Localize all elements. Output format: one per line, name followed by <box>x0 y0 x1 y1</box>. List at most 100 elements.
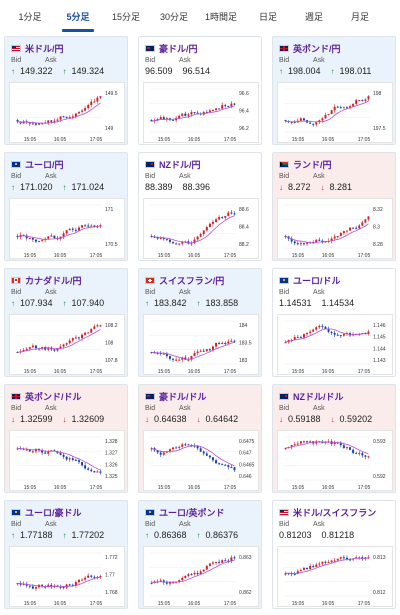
ask-price: ↓ 0.59202 <box>331 414 378 424</box>
rate-card[interactable]: 英ポンド/ドル Bid Ask ↓ 1.32599 ↓ 1.32609 1.328 1.327 1… <box>4 384 128 493</box>
candle-body <box>202 230 205 235</box>
candle-body <box>172 582 175 584</box>
currency-pair-label[interactable]: スイスフラン/円 <box>159 275 225 286</box>
rate-card[interactable]: ユーロ/豪ドル Bid Ask ↑ 1.77188 ↑ 1.77202 1.772 1.77 1.… <box>4 500 128 609</box>
tab-1[interactable]: 5分足 <box>56 0 100 34</box>
arrow-up-icon: ↑ <box>11 67 15 76</box>
rate-card[interactable]: NZドル/ドル Bid Ask ↓ 0.59188 ↓ 0.59202 0.593 0.592 1… <box>272 384 396 493</box>
ask-label: Ask <box>45 173 57 180</box>
rate-card[interactable]: ユーロ/円 Bid Ask ↑ 171.020 ↑ 171.024 171 170.5 15:05… <box>4 152 128 261</box>
y-tick-label: 0.593 <box>373 439 386 445</box>
bid-value: 1.77188 <box>20 530 53 540</box>
ask-value: 88.396 <box>182 182 211 192</box>
candle-body <box>299 243 302 245</box>
candle-body <box>230 212 233 214</box>
arrow-down-icon: ↓ <box>145 415 149 424</box>
candle-body <box>302 568 305 571</box>
candlestick-chart: 0.863 0.862 15:05 16:05 17:05 <box>150 552 252 607</box>
rate-card[interactable]: 豪ドル/ドル Bid Ask ↓ 0.64638 ↓ 0.64642 0.6475 0.647 0… <box>138 384 262 493</box>
candle-body <box>34 587 37 589</box>
bid-ask-prices: 1.14531 1.14534 <box>279 298 364 308</box>
x-tick-label: 16:05 <box>322 253 335 259</box>
candle-body <box>99 576 102 578</box>
currency-pair-label[interactable]: ランド/円 <box>293 159 332 170</box>
tab-4[interactable]: 1時間足 <box>204 12 237 22</box>
candle-body <box>367 216 370 220</box>
candle-body <box>196 112 199 114</box>
y-tick-label: 8.3 <box>373 225 380 231</box>
tab-6[interactable]: 週足 <box>304 12 323 22</box>
tab-0[interactable]: 1分足 <box>18 12 42 22</box>
candlestick-chart: 1.328 1.327 1.326 1.325 15:05 16:05 17:05 <box>16 436 118 491</box>
tab-7[interactable]: 月足 <box>350 12 369 22</box>
rate-card[interactable]: 米ドル/スイスフラン Bid Ask 0.81203 0.81218 0.813 0.812… <box>272 500 396 609</box>
candle-body <box>355 227 358 229</box>
y-tick-label: 0.863 <box>239 555 252 561</box>
candle-body <box>215 219 218 222</box>
candle-body <box>22 350 25 352</box>
candle-body <box>324 442 327 444</box>
currency-pair-label[interactable]: ユーロ/英ポンド <box>159 507 225 518</box>
currency-pair-label[interactable]: NZドル/ドル <box>293 391 344 402</box>
bid-price: ↓ 0.59188 <box>279 414 326 424</box>
candle-body <box>345 107 348 109</box>
rate-card[interactable]: ユーロ/英ポンド Bid Ask ↑ 0.86368 ↑ 0.86376 0.863 0.862… <box>138 500 262 609</box>
currency-pair-label[interactable]: ユーロ/ドル <box>293 275 341 286</box>
currency-pair-label[interactable]: 米ドル/円 <box>25 43 64 54</box>
rate-card[interactable]: スイスフラン/円 Bid Ask ↑ 183.842 ↑ 183.858 184 183.5 18… <box>138 268 262 377</box>
candle-body <box>25 449 28 451</box>
au-flag-icon <box>145 44 155 52</box>
y-tick-label: 0.812 <box>373 590 386 596</box>
ask-price: 96.514 <box>183 66 216 76</box>
currency-pair-label[interactable]: ユーロ/円 <box>25 159 64 170</box>
rate-card[interactable]: ユーロ/ドル Bid Ask 1.14531 1.14534 1.146 1.145 1.14… <box>272 268 396 377</box>
candle-body <box>47 120 50 123</box>
ask-value: 8.281 <box>329 182 353 192</box>
currency-pair-label[interactable]: 豪ドル/円 <box>159 43 198 54</box>
currency-pair-label[interactable]: 米ドル/スイスフラン <box>293 507 377 518</box>
tab-2[interactable]: 15分足 <box>111 12 140 22</box>
y-tick-label: 0.813 <box>373 555 386 561</box>
currency-pair-label[interactable]: 豪ドル/ドル <box>159 391 207 402</box>
rate-card[interactable]: NZドル/円 Bid Ask 88.389 88.396 88.6 88.4 88.2 15:0… <box>138 152 262 261</box>
candle-body <box>333 106 336 111</box>
bid-label: Bid <box>11 405 22 412</box>
x-tick-label: 16:05 <box>188 253 201 259</box>
bid-price: ↑ 0.86368 <box>145 530 192 540</box>
candle-body <box>355 557 358 559</box>
candle-body <box>299 337 302 339</box>
candle-body <box>321 118 324 121</box>
candle-body <box>84 332 87 335</box>
currency-pair-label[interactable]: カナダドル/円 <box>25 275 82 286</box>
card-title: 英ポンド/円 <box>279 41 341 55</box>
ask-label: Ask <box>179 173 191 180</box>
y-tick-label: 0.6465 <box>239 462 255 468</box>
moving-average-line <box>151 445 235 467</box>
rate-card[interactable]: カナダドル/円 Bid Ask ↑ 107.934 ↑ 107.940 108.2 108 107… <box>4 268 128 377</box>
candle-body <box>99 96 102 98</box>
candle-body <box>318 120 321 123</box>
candle-body <box>77 460 80 463</box>
ask-value: 183.858 <box>205 298 239 308</box>
rate-card[interactable]: 米ドル/円 Bid Ask ↑ 149.322 ↑ 149.324 149.5 149 15:05… <box>4 36 128 145</box>
moving-average-line <box>17 225 101 241</box>
candle-body <box>193 572 196 575</box>
currency-pair-label[interactable]: NZドル/円 <box>159 159 201 170</box>
tab-5[interactable]: 日足 <box>258 12 277 22</box>
currency-pair-label[interactable]: 英ポンド/円 <box>293 43 341 54</box>
candle-body <box>196 572 199 575</box>
bid-label: Bid <box>279 405 290 412</box>
x-tick-label: 17:05 <box>358 369 371 375</box>
ask-label: Ask <box>179 521 191 528</box>
bid-ask-prices: ↑ 107.934 ↑ 107.940 <box>11 298 114 308</box>
currency-pair-label[interactable]: 英ポンド/ドル <box>25 391 82 402</box>
candle-body <box>181 357 184 360</box>
rate-card[interactable]: 英ポンド/円 Bid Ask ↑ 198.004 ↑ 198.011 198 197.5 15:0… <box>272 36 396 145</box>
currency-pair-label[interactable]: ユーロ/豪ドル <box>25 507 82 518</box>
bid-value: 0.86368 <box>154 530 187 540</box>
rate-card[interactable]: 豪ドル/円 Bid Ask 96.509 96.514 96.6 96.4 96.2 15:05… <box>138 36 262 145</box>
candlestick-chart: 1.146 1.145 1.144 1.143 15:05 16:05 17:05 <box>284 320 386 375</box>
y-tick-label: 88.6 <box>239 207 249 213</box>
rate-card[interactable]: ランド/円 Bid Ask ↓ 8.272 ↓ 8.281 8.32 8.3 8.28 15:05 1… <box>272 152 396 261</box>
tab-3[interactable]: 30分足 <box>159 12 188 22</box>
